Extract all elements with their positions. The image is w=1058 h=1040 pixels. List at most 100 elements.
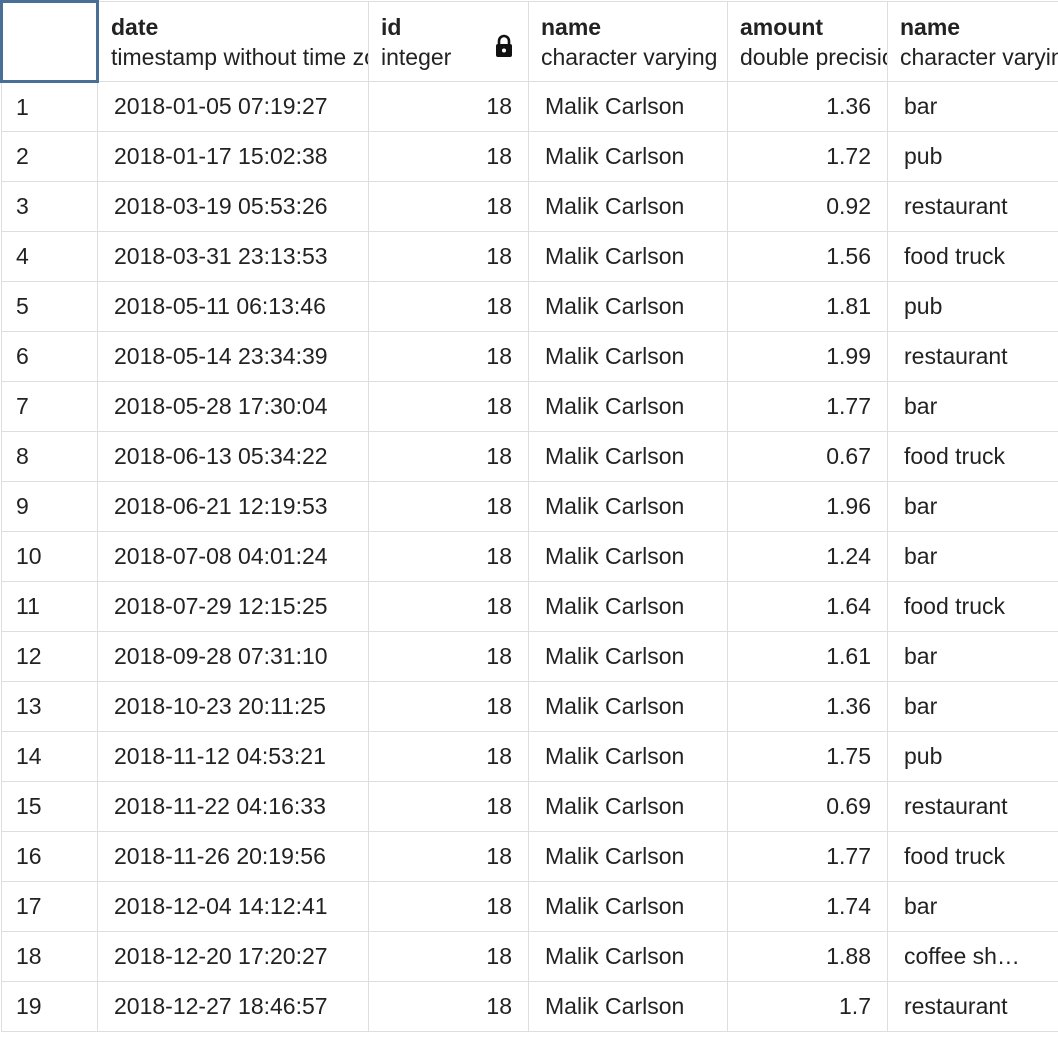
amount-cell[interactable]: 0.92 [727,181,888,232]
table-row[interactable]: 5 2018-05-11 06:13:46 18 Malik Carlson 1.81 p… [1,281,1058,332]
amount-cell[interactable]: 1.99 [727,331,888,382]
row-number-cell[interactable]: 5 [1,281,98,332]
name-cell[interactable]: Malik Carlson [528,831,728,882]
table-row[interactable]: 9 2018-06-21 12:19:53 18 Malik Carlson 1.96 b… [1,481,1058,532]
row-number-cell[interactable]: 7 [1,381,98,432]
amount-cell[interactable]: 1.64 [727,581,888,632]
date-cell[interactable]: 2018-12-04 14:12:41 [97,881,369,932]
amount-cell[interactable]: 1.77 [727,381,888,432]
column-header-place-name[interactable]: name character varying [887,1,1058,82]
table-row[interactable]: 13 2018-10-23 20:11:25 18 Malik Carlson 1.36… [1,681,1058,732]
date-cell[interactable]: 2018-01-05 07:19:27 [97,81,369,132]
place-name-cell[interactable]: bar [887,481,1058,532]
amount-cell[interactable]: 1.61 [727,631,888,682]
id-cell[interactable]: 18 [368,131,529,182]
date-cell[interactable]: 2018-03-31 23:13:53 [97,231,369,282]
table-row[interactable]: 14 2018-11-12 04:53:21 18 Malik Carlson 1.75… [1,731,1058,782]
row-number-cell[interactable]: 13 [1,681,98,732]
name-cell[interactable]: Malik Carlson [528,131,728,182]
amount-cell[interactable]: 1.81 [727,281,888,332]
place-name-cell[interactable]: bar [887,81,1058,132]
place-name-cell[interactable]: pub [887,281,1058,332]
row-number-cell[interactable]: 16 [1,831,98,882]
date-cell[interactable]: 2018-12-27 18:46:57 [97,981,369,1032]
name-cell[interactable]: Malik Carlson [528,181,728,232]
row-number-cell[interactable]: 3 [1,181,98,232]
name-cell[interactable]: Malik Carlson [528,331,728,382]
name-cell[interactable]: Malik Carlson [528,731,728,782]
place-name-cell[interactable]: restaurant [887,331,1058,382]
id-cell[interactable]: 18 [368,231,529,282]
date-cell[interactable]: 2018-06-13 05:34:22 [97,431,369,482]
column-header-name[interactable]: name character varying [528,1,728,82]
name-cell[interactable]: Malik Carlson [528,631,728,682]
place-name-cell[interactable]: pub [887,131,1058,182]
name-cell[interactable]: Malik Carlson [528,881,728,932]
amount-cell[interactable]: 1.77 [727,831,888,882]
name-cell[interactable]: Malik Carlson [528,681,728,732]
id-cell[interactable]: 18 [368,531,529,582]
date-cell[interactable]: 2018-11-26 20:19:56 [97,831,369,882]
row-number-cell[interactable]: 11 [1,581,98,632]
date-cell[interactable]: 2018-07-29 12:15:25 [97,581,369,632]
row-number-cell[interactable]: 14 [1,731,98,782]
table-row[interactable]: 18 2018-12-20 17:20:27 18 Malik Carlson 1.88… [1,931,1058,982]
name-cell[interactable]: Malik Carlson [528,431,728,482]
table-row[interactable]: 3 2018-03-19 05:53:26 18 Malik Carlson 0.92 r… [1,181,1058,232]
table-row[interactable]: 7 2018-05-28 17:30:04 18 Malik Carlson 1.77 b… [1,381,1058,432]
table-row[interactable]: 6 2018-05-14 23:34:39 18 Malik Carlson 1.99 r… [1,331,1058,382]
date-cell[interactable]: 2018-07-08 04:01:24 [97,531,369,582]
date-cell[interactable]: 2018-05-11 06:13:46 [97,281,369,332]
amount-cell[interactable]: 1.56 [727,231,888,282]
id-cell[interactable]: 18 [368,931,529,982]
row-number-cell[interactable]: 10 [1,531,98,582]
id-cell[interactable]: 18 [368,731,529,782]
name-cell[interactable]: Malik Carlson [528,231,728,282]
id-cell[interactable]: 18 [368,681,529,732]
row-number-cell[interactable]: 8 [1,431,98,482]
amount-cell[interactable]: 1.72 [727,131,888,182]
id-cell[interactable]: 18 [368,981,529,1032]
table-row[interactable]: 15 2018-11-22 04:16:33 18 Malik Carlson 0.69… [1,781,1058,832]
name-cell[interactable]: Malik Carlson [528,981,728,1032]
id-cell[interactable]: 18 [368,181,529,232]
id-cell[interactable]: 18 [368,631,529,682]
id-cell[interactable]: 18 [368,331,529,382]
name-cell[interactable]: Malik Carlson [528,481,728,532]
date-cell[interactable]: 2018-06-21 12:19:53 [97,481,369,532]
row-number-cell[interactable]: 18 [1,931,98,982]
column-header-amount[interactable]: amount double precision [727,1,888,82]
id-cell[interactable]: 18 [368,881,529,932]
amount-cell[interactable]: 0.69 [727,781,888,832]
id-cell[interactable]: 18 [368,81,529,132]
amount-cell[interactable]: 0.67 [727,431,888,482]
id-cell[interactable]: 18 [368,781,529,832]
place-name-cell[interactable]: food truck [887,431,1058,482]
amount-cell[interactable]: 1.96 [727,481,888,532]
id-cell[interactable]: 18 [368,281,529,332]
place-name-cell[interactable]: bar [887,631,1058,682]
id-cell[interactable]: 18 [368,581,529,632]
date-cell[interactable]: 2018-11-12 04:53:21 [97,731,369,782]
amount-cell[interactable]: 1.75 [727,731,888,782]
table-row[interactable]: 2 2018-01-17 15:02:38 18 Malik Carlson 1.72 p… [1,131,1058,182]
table-row[interactable]: 17 2018-12-04 14:12:41 18 Malik Carlson 1.74… [1,881,1058,932]
place-name-cell[interactable]: bar [887,531,1058,582]
table-row[interactable]: 19 2018-12-27 18:46:57 18 Malik Carlson 1.7 r… [1,981,1058,1032]
id-cell[interactable]: 18 [368,481,529,532]
place-name-cell[interactable]: restaurant [887,981,1058,1032]
row-number-cell[interactable]: 4 [1,231,98,282]
place-name-cell[interactable]: food truck [887,581,1058,632]
table-row[interactable]: 11 2018-07-29 12:15:25 18 Malik Carlson 1.64… [1,581,1058,632]
place-name-cell[interactable]: bar [887,881,1058,932]
id-cell[interactable]: 18 [368,381,529,432]
amount-cell[interactable]: 1.36 [727,81,888,132]
place-name-cell[interactable]: bar [887,381,1058,432]
row-number-cell[interactable]: 19 [1,981,98,1032]
row-number-cell[interactable]: 1 [1,81,98,132]
table-row[interactable]: 1 2018-01-05 07:19:27 18 Malik Carlson 1.36 b… [1,81,1058,132]
id-cell[interactable]: 18 [368,831,529,882]
row-number-cell[interactable]: 9 [1,481,98,532]
place-name-cell[interactable]: bar [887,681,1058,732]
name-cell[interactable]: Malik Carlson [528,281,728,332]
